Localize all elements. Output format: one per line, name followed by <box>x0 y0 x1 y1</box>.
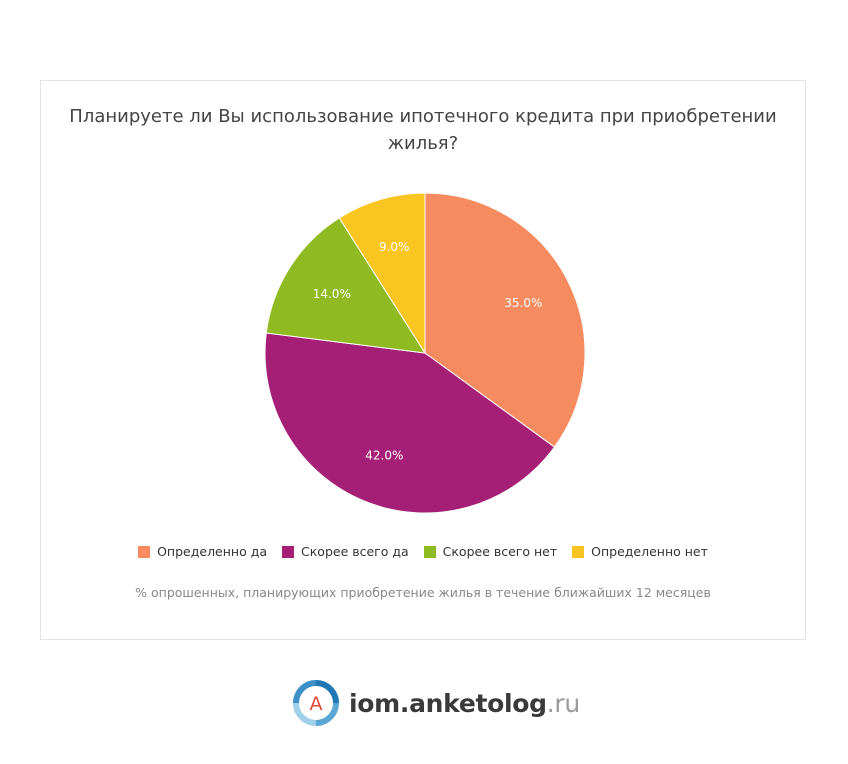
legend-label: Скорее всего нет <box>442 544 558 559</box>
pie-slice-label-1: 42.0% <box>365 449 403 463</box>
site-name-main: iom.anketolog <box>349 688 547 718</box>
legend-label: Скорее всего да <box>301 544 409 559</box>
legend-item-3[interactable]: Определенно нет <box>572 544 708 559</box>
anketolog-logo-icon: A <box>293 680 339 726</box>
pie-chart: 35.0% 42.0% 14.0% 9.0% <box>264 192 586 514</box>
chart-legend: Определенно да Скорее всего да Скорее всег… <box>41 544 805 559</box>
chart-card: Планируете ли Вы использование ипотечног… <box>40 80 806 640</box>
legend-swatch <box>423 545 436 558</box>
pie-slice-1[interactable] <box>264 332 556 514</box>
legend-item-2[interactable]: Скорее всего нет <box>423 544 558 559</box>
site-name: iom.anketolog.ru <box>349 689 580 718</box>
site-name-tld: .ru <box>546 688 580 718</box>
pie-slice-label-3: 9.0% <box>379 240 410 254</box>
pie-slice-2[interactable] <box>265 217 426 354</box>
pie-slice-label-2: 14.0% <box>313 287 351 301</box>
chart-caption: % опрошенных, планирующих приобретение ж… <box>135 585 711 600</box>
logo-letter: A <box>310 693 323 715</box>
pie-slice-label-0: 35.0% <box>504 296 542 310</box>
legend-item-0[interactable]: Определенно да <box>138 544 267 559</box>
brand-logo[interactable]: A iom.anketolog.ru <box>293 680 580 726</box>
chart-title: Планируете ли Вы использование ипотечног… <box>69 106 777 154</box>
legend-swatch <box>138 545 151 558</box>
pie-slice-3[interactable] <box>338 192 426 355</box>
legend-label: Определенно нет <box>591 544 708 559</box>
pie-slice-0[interactable] <box>424 192 586 448</box>
legend-label: Определенно да <box>157 544 268 559</box>
legend-item-1[interactable]: Скорее всего да <box>282 544 409 559</box>
legend-swatch <box>572 545 585 558</box>
legend-swatch <box>282 545 295 558</box>
